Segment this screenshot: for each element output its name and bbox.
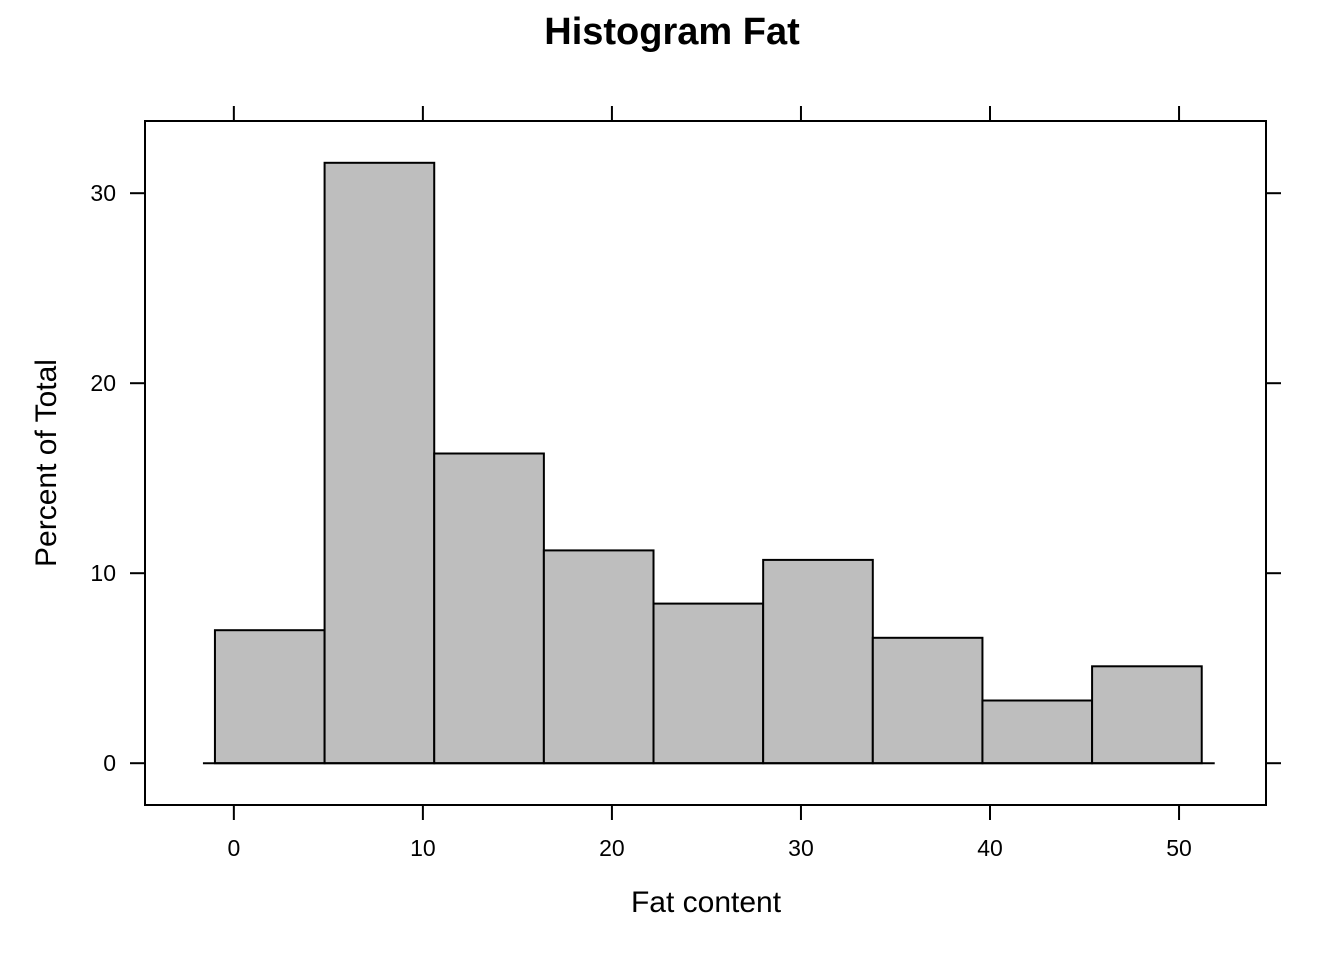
histogram-bar xyxy=(1091,665,1203,765)
histogram-bar xyxy=(762,558,874,765)
chart-title: Histogram Fat xyxy=(544,11,800,53)
x-tick-label: 40 xyxy=(977,835,1003,861)
y-tick-label: 30 xyxy=(90,180,116,206)
histogram-bar xyxy=(433,452,545,765)
y-axis-label: Percent of Total xyxy=(30,359,63,567)
x-axis-ticks: 0 10 20 30 40 50 xyxy=(227,106,1192,861)
histogram-bar xyxy=(981,699,1094,765)
x-tick-label: 10 xyxy=(410,835,436,861)
y-axis-ticks: 0 10 20 30 xyxy=(90,180,1281,776)
bars-group xyxy=(213,161,1203,765)
histogram-bar xyxy=(323,161,436,765)
histogram-bar xyxy=(652,602,765,765)
x-tick-label: 0 xyxy=(227,835,240,861)
x-tick-label: 20 xyxy=(599,835,625,861)
x-axis-label: Fat content xyxy=(631,886,782,919)
plot-frame xyxy=(144,120,1267,806)
x-tick-label: 50 xyxy=(1166,835,1192,861)
y-tick-label: 20 xyxy=(90,370,116,396)
histogram-bar xyxy=(213,629,326,765)
x-tick-label: 30 xyxy=(788,835,814,861)
histogram-bar xyxy=(871,636,984,765)
y-tick-label: 10 xyxy=(90,560,116,586)
y-tick-label: 0 xyxy=(103,750,116,776)
histogram-bar xyxy=(542,549,655,765)
